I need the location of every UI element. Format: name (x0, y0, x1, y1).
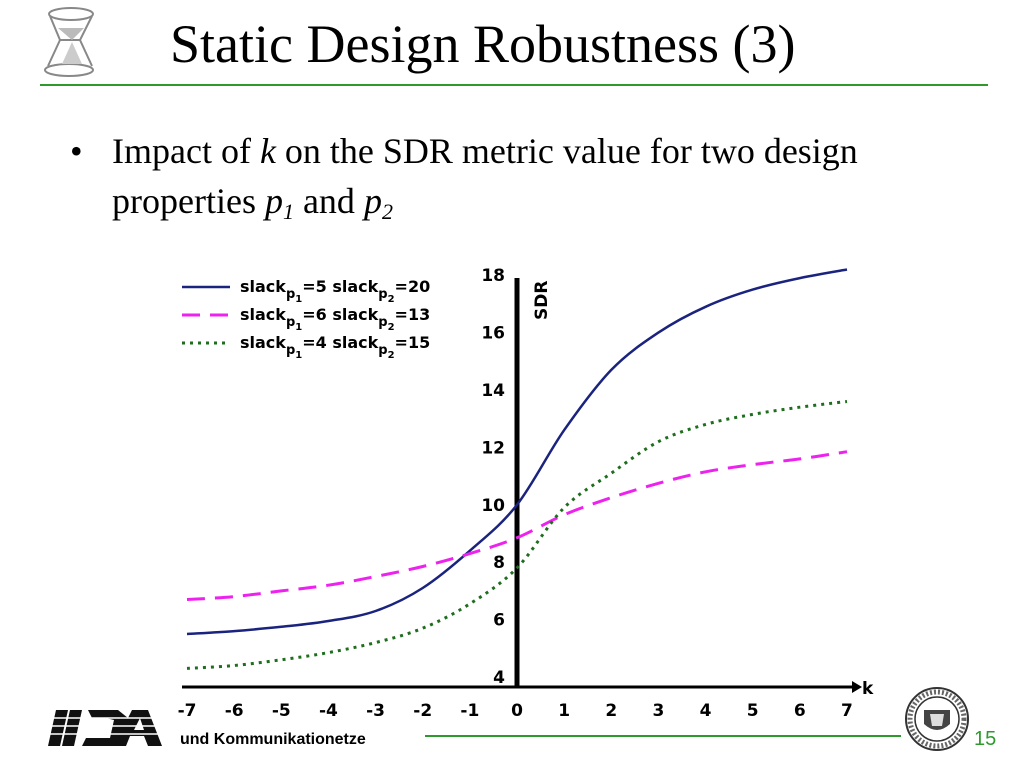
x-tick-label: 3 (652, 701, 664, 721)
legend-text-part: =5 slack (302, 277, 378, 296)
y-tick-label: 6 (493, 611, 505, 631)
x-tick-label: -1 (460, 701, 479, 721)
bullet-text-part: Impact of (112, 131, 260, 171)
bullet-text-part: and (293, 181, 364, 221)
hourglass-logo-icon (44, 7, 94, 77)
page-number: 15 (974, 728, 997, 750)
series-line-2 (186, 450, 848, 601)
x-axis-label: k (862, 679, 874, 699)
bullet-text: Impact of k on the SDR metric value for … (112, 126, 872, 226)
slide-title: Static Design Robustness (3) (170, 14, 796, 74)
legend-label-2: slackp1=6 slackp2=13 (240, 305, 430, 333)
x-tick-label: -2 (413, 701, 432, 721)
x-tick-label: -4 (319, 701, 338, 721)
y-tick-label: 8 (493, 553, 505, 573)
legend-label-1: slackp1=5 slackp2=20 (240, 277, 430, 305)
x-axis-arrow (852, 681, 862, 693)
ida-logo-icon (48, 710, 172, 746)
footer-text: und Kommunikationetze (180, 731, 366, 748)
y-tick-label: 14 (481, 381, 505, 401)
university-seal-icon (905, 687, 969, 751)
y-axis-label: SDR (532, 281, 552, 320)
x-tick-label: -6 (225, 701, 244, 721)
bullet-text-part: on the SDR metric value for two design p… (112, 131, 858, 221)
y-tick-label: 12 (481, 438, 505, 458)
legend-text-part: p (286, 315, 295, 330)
legend-text-part: =15 (395, 333, 431, 352)
legend-text-part: =13 (395, 305, 431, 324)
bullet-dot: • (70, 131, 83, 171)
legend-text-part: slack (240, 277, 286, 296)
x-tick-label: 6 (794, 701, 806, 721)
variable-k: k (259, 131, 276, 171)
x-tick-label: -3 (366, 701, 385, 721)
legend-text-part: p (286, 287, 295, 302)
y-tick-label: 18 (481, 266, 505, 286)
legend-text-part: 2 (388, 294, 395, 305)
x-tick-label: 0 (511, 701, 523, 721)
x-axis: -7 -6 -5 -4 -3 -2 -1 0 1 2 3 4 5 6 7k (178, 679, 874, 721)
x-tick-label: 1 (558, 701, 570, 721)
legend-text-part: slack (240, 333, 286, 352)
legend-text-part: =4 slack (302, 333, 378, 352)
legend-text-part: 2 (388, 322, 395, 333)
x-tick-label: -5 (272, 701, 291, 721)
legend-text-part: =20 (395, 277, 431, 296)
variable-p2: p2 (363, 181, 393, 224)
legend-text-part: p (378, 287, 387, 302)
y-axis: 4 6 8 10 12 14 16 18 SDR (481, 266, 552, 688)
variable-p1: p1 (264, 181, 294, 224)
legend-text-part: p (286, 343, 295, 358)
series-line-1 (186, 268, 848, 636)
x-tick-label: 5 (747, 701, 759, 721)
series-line-3 (186, 400, 848, 670)
legend-text-part: p (378, 343, 387, 358)
series-group (186, 268, 848, 670)
x-tick-label: 2 (605, 701, 617, 721)
x-tick-label: 4 (700, 701, 712, 721)
legend-text-part: 2 (388, 350, 395, 361)
title-divider (40, 84, 988, 86)
y-tick-label: 10 (481, 496, 505, 516)
x-tick-label: 7 (841, 701, 853, 721)
x-tick-label: -7 (178, 701, 197, 721)
legend-text-part: slack (240, 305, 286, 324)
footer-divider (425, 735, 901, 737)
legend-text-part: p (378, 315, 387, 330)
y-tick-label: 4 (493, 668, 505, 688)
y-tick-label: 16 (481, 324, 505, 344)
legend-text-part: 1 (295, 350, 302, 361)
legend-text-part: 1 (295, 294, 302, 305)
legend-label-3: slackp1=4 slackp2=15 (240, 333, 430, 361)
legend-text-part: 1 (295, 322, 302, 333)
legend-text-part: =6 slack (302, 305, 378, 324)
